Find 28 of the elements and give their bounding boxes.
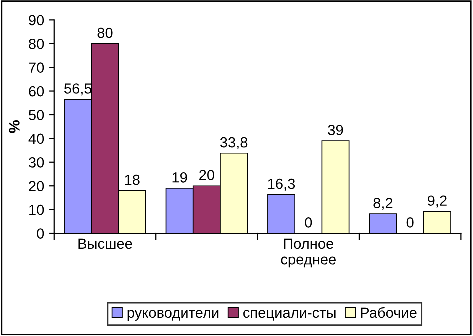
y-tick-label: 80 [29, 38, 44, 50]
legend-label: специали-сты [244, 310, 336, 321]
data-label: 56,5 [64, 84, 92, 96]
y-tick-label: 70 [29, 62, 44, 73]
data-label: 9,2 [428, 196, 447, 208]
x-tick-label: Высшее [78, 238, 132, 250]
y-tick-label: 90 [29, 15, 44, 26]
data-label: 19 [172, 172, 188, 183]
data-label: 8,2 [374, 198, 393, 210]
legend-label: Рабочие [361, 307, 417, 318]
data-label: 16,3 [268, 178, 296, 191]
legend-label: руководители [128, 310, 219, 321]
data-label: 33,8 [220, 137, 248, 150]
y-axis-title: % [9, 120, 20, 134]
y-tick-label: 20 [29, 181, 44, 192]
y-tick-label: 60 [29, 86, 44, 97]
data-label: 0 [406, 218, 414, 228]
y-tick-label: 50 [29, 110, 44, 120]
data-label: 18 [125, 174, 140, 186]
y-tick-label: 30 [29, 158, 44, 168]
y-tick-label: 40 [28, 134, 44, 144]
data-label: 80 [98, 28, 113, 38]
x-tick-label: Полное среднее [281, 238, 336, 268]
data-label: 20 [200, 170, 214, 180]
y-tick-label: 0 [37, 228, 44, 239]
data-label: 0 [305, 218, 312, 228]
data-label: 39 [328, 125, 344, 136]
y-tick-label: 10 [30, 204, 44, 216]
